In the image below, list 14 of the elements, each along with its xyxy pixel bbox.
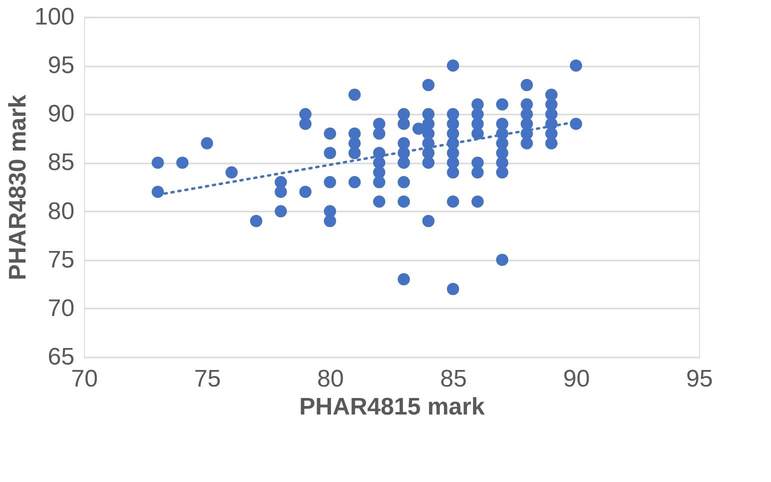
y-tick-label: 85 xyxy=(48,149,74,176)
y-tick-label: 95 xyxy=(48,52,74,80)
y-tick-label: 75 xyxy=(48,246,74,274)
x-axis-title: PHAR4815 mark xyxy=(299,394,486,420)
x-tick-label: 80 xyxy=(317,366,344,392)
x-tick-label: 95 xyxy=(686,366,713,392)
y-tick-label: 100 xyxy=(34,4,74,30)
x-tick-label: 75 xyxy=(194,366,221,392)
y-tick-label: 90 xyxy=(48,100,74,128)
y-tick-label: 70 xyxy=(48,294,74,322)
y-tick-label: 80 xyxy=(48,198,74,225)
x-tick-label: 85 xyxy=(440,366,467,392)
x-tick-label: 90 xyxy=(563,366,590,392)
y-axis-title: PHAR4830 mark xyxy=(4,94,32,280)
